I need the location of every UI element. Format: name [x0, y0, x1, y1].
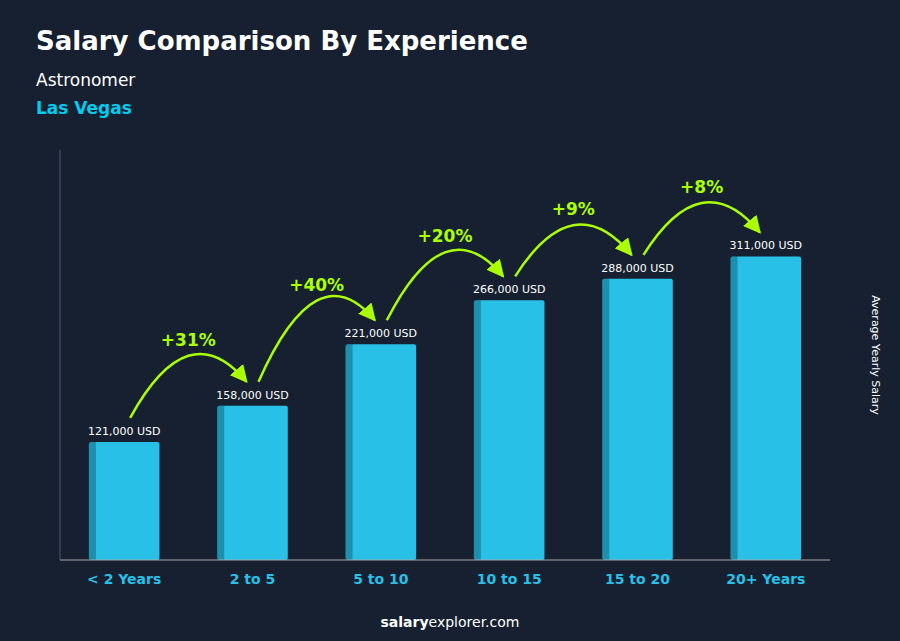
- footer: salaryexplorer.com: [381, 614, 520, 630]
- change-arrow: [644, 202, 760, 255]
- x-tick-label: < 2 Years: [87, 571, 161, 587]
- change-label: +20%: [418, 226, 473, 246]
- x-tick-label: 10 to 15: [477, 571, 542, 587]
- bar-group: [346, 344, 417, 560]
- background: [0, 0, 900, 641]
- footer-part: explorer.com: [429, 614, 520, 630]
- change-arrow: [515, 225, 631, 277]
- chart-container: Salary Comparison By Experience Astronome…: [0, 0, 900, 641]
- bar: [731, 256, 802, 560]
- bar: [602, 279, 673, 560]
- bar-shade: [346, 344, 353, 560]
- x-tick-label: 15 to 20: [605, 571, 670, 587]
- subtitle: Astronomer: [36, 70, 135, 90]
- bar-group: [89, 442, 160, 560]
- bar-group: [217, 406, 288, 560]
- bar-group: [602, 279, 673, 560]
- change-label: +31%: [161, 330, 216, 350]
- value-label: 121,000 USD: [88, 425, 161, 438]
- x-tick-label: 2 to 5: [230, 571, 276, 587]
- bar: [89, 442, 160, 560]
- y-axis-line: [60, 150, 61, 560]
- x-tick-label: 20+ Years: [726, 571, 805, 587]
- bar: [346, 344, 417, 560]
- bar-group: [731, 256, 802, 560]
- bar-shade: [474, 300, 481, 560]
- y-axis-label: Average Yearly Salary: [869, 295, 882, 415]
- change-arrow: [259, 296, 375, 382]
- change-arrow: [387, 250, 503, 321]
- subtitle: Las Vegas: [36, 98, 132, 118]
- change-arrow: [130, 354, 246, 418]
- change-label: +8%: [680, 177, 723, 197]
- x-axis-line: [60, 560, 830, 561]
- value-label: 266,000 USD: [473, 283, 546, 296]
- value-label: 221,000 USD: [345, 327, 418, 340]
- bar: [474, 300, 545, 560]
- bar-shade: [602, 279, 609, 560]
- bar-group: [474, 300, 545, 560]
- footer-part: salary: [381, 614, 429, 630]
- bar-shade: [731, 256, 738, 560]
- bar-shade: [89, 442, 96, 560]
- bar-shade: [217, 406, 224, 560]
- title: Salary Comparison By Experience: [36, 26, 528, 56]
- value-label: 311,000 USD: [730, 239, 803, 252]
- bar: [217, 406, 288, 560]
- change-label: +40%: [289, 275, 344, 295]
- change-label: +9%: [552, 199, 595, 219]
- value-label: 158,000 USD: [216, 389, 289, 402]
- bars: [89, 256, 801, 560]
- chart-svg: Salary Comparison By Experience Astronome…: [0, 0, 900, 641]
- value-label: 288,000 USD: [601, 262, 674, 275]
- x-tick-label: 5 to 10: [353, 571, 409, 587]
